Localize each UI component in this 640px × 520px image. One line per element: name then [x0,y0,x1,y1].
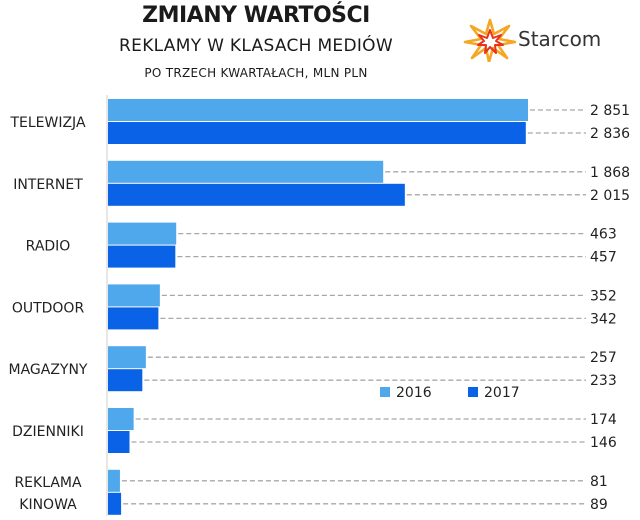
value-label: 2 836 [590,126,630,142]
value-label: 233 [590,373,617,389]
bar-2017 [108,492,122,515]
value-label: 2 851 [590,103,630,119]
bar-2016 [108,408,134,430]
value-label: 146 [590,435,617,451]
category-label-line: TELEWIZJA [9,115,85,131]
value-label: 81 [590,474,608,490]
legend-swatch-2017 [468,387,478,397]
category-label-line: DZIENNIKI [12,424,84,440]
value-label: 342 [590,311,617,327]
bar-2017 [108,122,526,144]
category-label: INTERNET [13,177,83,193]
value-label: 1 868 [590,165,630,181]
starcom-logo: Starcom [463,18,623,64]
value-label: 89 [590,497,608,513]
category-label-line: REKLAMA [14,475,82,491]
bar-2016 [108,284,160,307]
category-label-line: RADIO [26,239,71,255]
category-label-line: OUTDOOR [12,300,85,316]
value-label: 2 015 [590,188,630,204]
category-label: OUTDOOR [12,300,85,316]
value-label: 352 [590,288,617,304]
legend-label: 2016 [396,385,432,401]
bar-2016 [108,346,146,369]
value-label: 457 [590,250,617,266]
category-label: DZIENNIKI [12,424,84,440]
chart-title: ZMIANY WARTOŚCI [142,3,370,28]
legend-label: 2017 [484,385,520,401]
bar-2017 [108,183,405,206]
bar-2016 [108,160,384,183]
bar-2016 [108,469,120,492]
category-label-line: INTERNET [13,177,83,193]
category-label-line: MAGAZYNY [8,362,87,378]
bar-2016 [108,99,528,121]
bar-2017 [108,245,176,268]
category-label: RADIO [26,239,71,255]
starcom-logo-text: Starcom [518,27,602,51]
chart-subtitle: REKLAMY W KLASACH MEDIÓW [119,36,393,56]
category-label: MAGAZYNY [8,362,87,378]
category-label-line: KINOWA [19,497,77,513]
value-label: 174 [590,412,617,428]
bar-2017 [108,307,159,330]
category-label: REKLAMA KINOWA [14,475,82,513]
value-label: 463 [590,227,617,243]
chart-subtitle-units: PO TRZECH KWARTAŁACH, MLN PLN [144,66,368,80]
bar-2017 [108,369,143,392]
bar-2016 [108,222,177,245]
bar-2017 [108,431,130,453]
category-label: TELEWIZJA [9,115,85,131]
legend-swatch-2016 [380,387,390,397]
value-label: 257 [590,350,617,366]
